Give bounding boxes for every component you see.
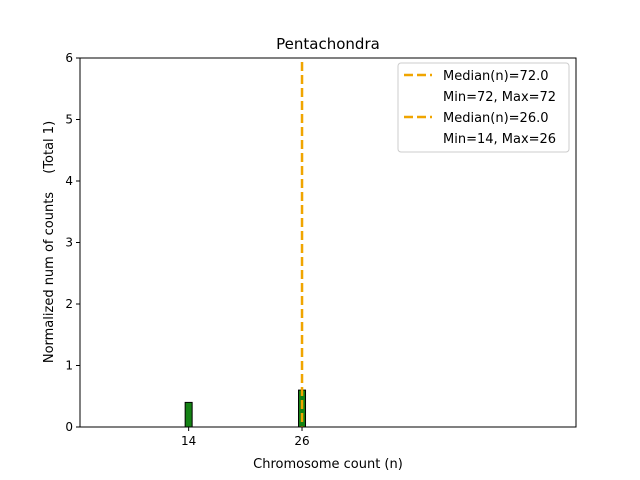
y-axis-label-note: (Total 1) xyxy=(42,121,57,174)
y-tick-label-4: 4 xyxy=(65,174,73,188)
x-axis-label: Chromosome count (n) xyxy=(253,457,403,472)
bar-0 xyxy=(184,401,193,428)
legend-box xyxy=(397,62,570,153)
legend-sublabel-1: Min=14, Max=26 xyxy=(443,132,556,147)
y-tick-label-3: 3 xyxy=(65,236,73,250)
y-tick-label-0: 0 xyxy=(65,420,73,434)
x-tick-label-14: 14 xyxy=(181,434,196,448)
y-axis-label-group: Normalized num of counts (Total 1) xyxy=(42,121,57,363)
y-tick-label-6: 6 xyxy=(65,51,73,65)
plot-area: 0 1 2 3 4 5 6 14 26 xyxy=(65,51,577,448)
legend-label-0: Median(n)=72.0 xyxy=(443,69,549,84)
x-tick-label-26: 26 xyxy=(294,434,309,448)
legend-sublabel-0: Min=72, Max=72 xyxy=(443,90,556,105)
legend-label-1: Median(n)=26.0 xyxy=(443,111,549,126)
chart-title: Pentachondra xyxy=(276,35,380,53)
y-tick-label-5: 5 xyxy=(65,113,73,127)
y-axis-label: Normalized num of counts (Total 1) xyxy=(42,121,57,363)
legend: Median(n)=72.0 Min=72, Max=72 Median(n)=26… xyxy=(397,62,570,153)
y-tick-label-1: 1 xyxy=(65,359,73,373)
y-axis-label-main: Normalized num of counts xyxy=(42,192,57,363)
y-tick-label-2: 2 xyxy=(65,297,73,311)
